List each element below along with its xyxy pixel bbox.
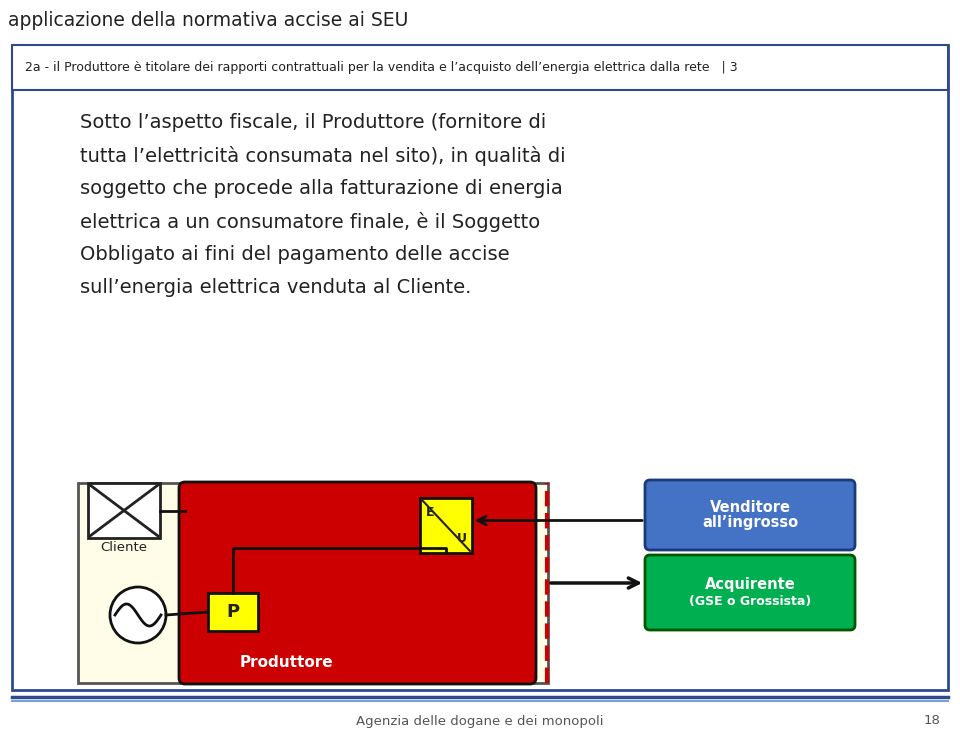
Text: Produttore: Produttore	[240, 655, 334, 670]
Text: sull’energia elettrica venduta al Cliente.: sull’energia elettrica venduta al Client…	[80, 278, 471, 297]
Text: 2a - il Produttore è titolare dei rapporti contrattuali per la vendita e l’acqui: 2a - il Produttore è titolare dei rappor…	[25, 62, 737, 74]
FancyBboxPatch shape	[208, 593, 258, 631]
Text: 18: 18	[924, 714, 940, 728]
FancyBboxPatch shape	[645, 480, 855, 550]
Text: all’ingrosso: all’ingrosso	[702, 516, 798, 530]
FancyBboxPatch shape	[88, 483, 160, 538]
FancyBboxPatch shape	[78, 483, 548, 683]
Text: Obbligato ai fini del pagamento delle accise: Obbligato ai fini del pagamento delle ac…	[80, 245, 510, 264]
Text: U: U	[457, 532, 467, 545]
Text: Sotto l’aspetto fiscale, il Produttore (fornitore di: Sotto l’aspetto fiscale, il Produttore (…	[80, 113, 546, 132]
FancyBboxPatch shape	[179, 482, 536, 684]
FancyBboxPatch shape	[645, 555, 855, 630]
Text: Agenzia delle dogane e dei monopoli: Agenzia delle dogane e dei monopoli	[356, 714, 604, 728]
Text: elettrica a un consumatore finale, è il Soggetto: elettrica a un consumatore finale, è il …	[80, 212, 540, 232]
Text: Venditore: Venditore	[709, 499, 790, 515]
Text: applicazione della normativa accise ai SEU: applicazione della normativa accise ai S…	[8, 11, 408, 30]
FancyBboxPatch shape	[420, 498, 472, 553]
Circle shape	[110, 587, 166, 643]
Text: (GSE o Grossista): (GSE o Grossista)	[689, 595, 811, 608]
FancyBboxPatch shape	[12, 45, 948, 90]
Text: Cliente: Cliente	[101, 541, 148, 554]
Text: Acquirente: Acquirente	[705, 577, 796, 592]
Text: tutta l’elettricità consumata nel sito), in qualità di: tutta l’elettricità consumata nel sito),…	[80, 146, 565, 166]
Text: P: P	[227, 603, 240, 621]
Text: E: E	[425, 506, 434, 519]
Text: soggetto che procede alla fatturazione di energia: soggetto che procede alla fatturazione d…	[80, 179, 563, 198]
